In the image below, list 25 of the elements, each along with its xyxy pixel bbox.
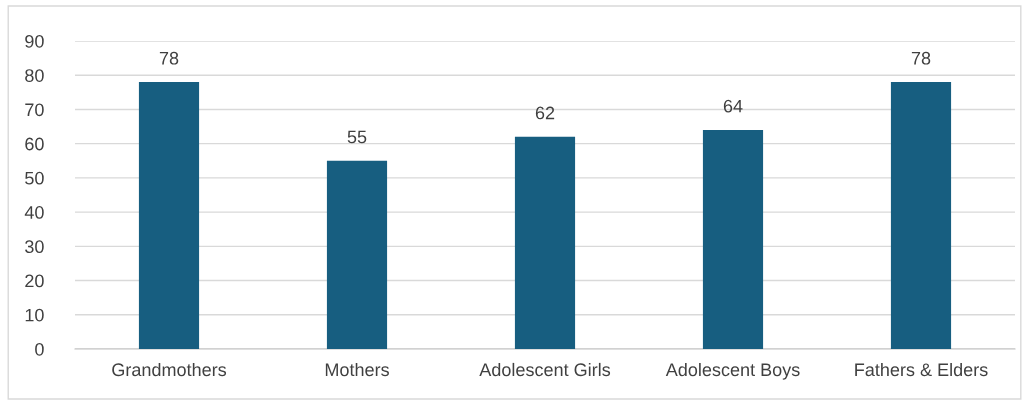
bar — [138, 82, 200, 349]
data-label: 62 — [535, 106, 555, 120]
y-tick-label: 30 — [25, 240, 44, 254]
data-label: 55 — [347, 130, 367, 144]
bar — [702, 129, 764, 349]
bar — [514, 136, 576, 349]
data-label: 78 — [911, 51, 931, 65]
y-tick-label: 0 — [35, 342, 44, 356]
x-tick-label: Adolescent Boys — [665, 362, 800, 380]
y-tick-label: 10 — [25, 308, 44, 322]
y-tick-label: 80 — [25, 69, 44, 82]
y-tick-label: 90 — [25, 34, 44, 48]
y-tick-label: 50 — [25, 171, 44, 185]
x-tick-label: Adolescent Girls — [479, 362, 611, 377]
data-label: 78 — [159, 51, 179, 65]
x-tick-label: Fathers & Elders — [855, 362, 988, 377]
y-tick-label: 70 — [25, 103, 44, 117]
x-tick-label: Mothers — [325, 362, 389, 377]
bar — [890, 82, 952, 349]
data-label: 64 — [723, 99, 743, 113]
bar — [326, 160, 388, 349]
y-tick-label: 40 — [24, 206, 44, 219]
y-tick-label: 20 — [25, 274, 44, 288]
x-tick-label: Grandmothers — [112, 362, 227, 377]
y-tick-label: 60 — [25, 137, 44, 151]
